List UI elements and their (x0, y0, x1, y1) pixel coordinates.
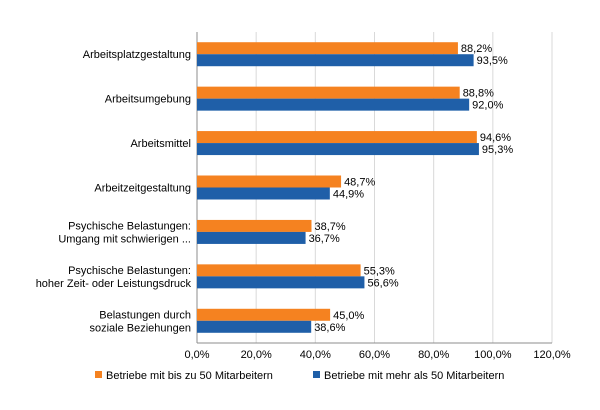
data-label: 88,2% (461, 43, 492, 55)
category-label-line: Arbeitzeitgestaltung (94, 183, 191, 195)
category-label: Psychische Belastungen: hoher Zeit- oder … (36, 265, 192, 290)
data-label: 48,7% (344, 177, 375, 189)
category-label-line: soziale Beziehungen (89, 322, 191, 334)
category-label-line: Psychische Belastungen: (68, 220, 191, 232)
category-label: Arbeitsmittel (130, 138, 191, 150)
category-labels: Arbeitsplatzgestaltung Arbeitsumgebung Arb… (36, 49, 192, 334)
category-label-line: Umgang mit schwierigen ... (58, 233, 191, 245)
category-label: Arbeitsumgebung (105, 94, 191, 106)
data-label: 44,9% (333, 189, 364, 201)
data-label: 94,6% (480, 132, 511, 144)
legend-swatch (313, 371, 320, 378)
category-label: Arbeitsplatzgestaltung (83, 49, 191, 61)
x-tick-label: 120,0% (533, 349, 571, 361)
bar (197, 131, 477, 144)
legend-swatch (95, 371, 102, 378)
x-tick-label: 20,0% (241, 349, 272, 361)
bar (197, 86, 460, 99)
legend: Betriebe mit bis zu 50 Mitarbeitern Betri… (95, 370, 504, 382)
bars (197, 42, 479, 333)
bar (197, 42, 458, 55)
bar (197, 54, 474, 67)
bar (197, 219, 312, 232)
category-label-line: hoher Zeit- oder Leistungsdruck (36, 278, 192, 290)
bar (197, 308, 331, 321)
category-label-line: Belastungen durch (99, 309, 191, 321)
category-label: Psychische Belastungen: Umgang mit schwie… (58, 220, 191, 245)
category-label: Belastungen durch soziale Beziehungen (89, 309, 191, 334)
x-axis-ticks: 0,0% 20,0% 40,0% 60,0% 80,0% 100,0% 120,0% (184, 349, 570, 361)
x-tick-label: 0,0% (184, 349, 209, 361)
data-label: 56,6% (367, 277, 398, 289)
data-label: 88,8% (463, 88, 494, 100)
bar (197, 187, 330, 200)
category-label-line: Psychische Belastungen: (68, 265, 191, 277)
x-tick-label: 40,0% (300, 349, 331, 361)
x-tick-label: 80,0% (418, 349, 449, 361)
legend-label: Betriebe mit bis zu 50 Mitarbeitern (106, 370, 273, 382)
bar (197, 320, 312, 333)
bar (197, 175, 342, 188)
data-label: 95,3% (482, 144, 513, 156)
bar (197, 276, 365, 289)
data-label: 93,5% (477, 55, 508, 67)
legend-label: Betriebe mit mehr als 50 Mitarbeitern (324, 370, 504, 382)
data-labels: 88,2%93,5% 88,8%92,0% 94,6%95,3% 48,7%44,9%… (309, 43, 514, 334)
data-label: 38,7% (314, 221, 345, 233)
data-label: 92,0% (472, 100, 503, 112)
bar (197, 264, 361, 277)
data-label: 55,3% (364, 265, 395, 277)
data-label: 45,0% (333, 310, 364, 322)
bar (197, 143, 479, 156)
data-label: 38,6% (314, 322, 345, 334)
x-tick-label: 60,0% (359, 349, 390, 361)
category-label: Arbeitzeitgestaltung (94, 183, 191, 195)
x-tick-label: 100,0% (474, 349, 512, 361)
data-label: 36,7% (309, 233, 340, 245)
bar (197, 98, 470, 111)
category-label-line: Arbeitsmittel (130, 138, 191, 150)
bar (197, 231, 306, 244)
category-label-line: Arbeitsplatzgestaltung (83, 49, 191, 61)
category-label-line: Arbeitsumgebung (105, 94, 191, 106)
